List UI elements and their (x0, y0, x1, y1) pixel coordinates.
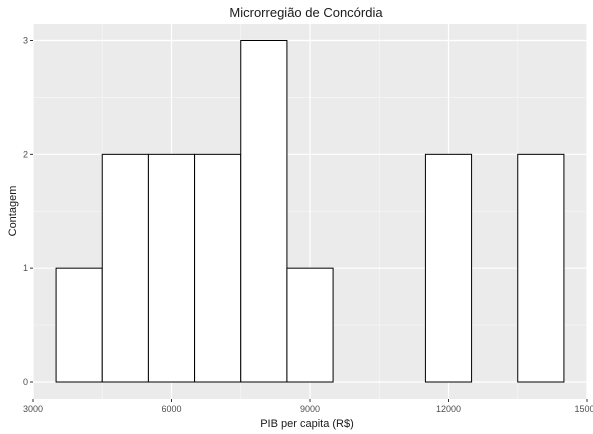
y-axis: 0 1 2 3 (23, 36, 33, 387)
y-axis-title: Contagem (7, 186, 19, 237)
y-tick-label: 3 (23, 36, 28, 46)
chart-title: Microrregião de Concórdia (229, 5, 383, 20)
x-tick-label: 12000 (436, 404, 461, 414)
x-tick-label: 9000 (300, 404, 320, 414)
histogram-bar (147, 153, 196, 383)
histogram-bar (55, 267, 103, 383)
x-tick-label: 3000 (23, 404, 43, 414)
y-tick-label: 1 (23, 263, 28, 273)
histogram-bar (101, 153, 149, 383)
histogram-bar (286, 267, 334, 383)
y-tick-label: 0 (23, 377, 28, 387)
histogram-bar (517, 153, 565, 383)
histogram-bar (424, 153, 473, 383)
histogram-bars (55, 40, 565, 383)
histogram-bar (240, 40, 288, 383)
x-tick-label: 6000 (161, 404, 181, 414)
x-axis-title: PIB per capita (R$) (260, 418, 354, 430)
y-tick-label: 2 (23, 149, 28, 159)
histogram-bar (194, 153, 242, 383)
